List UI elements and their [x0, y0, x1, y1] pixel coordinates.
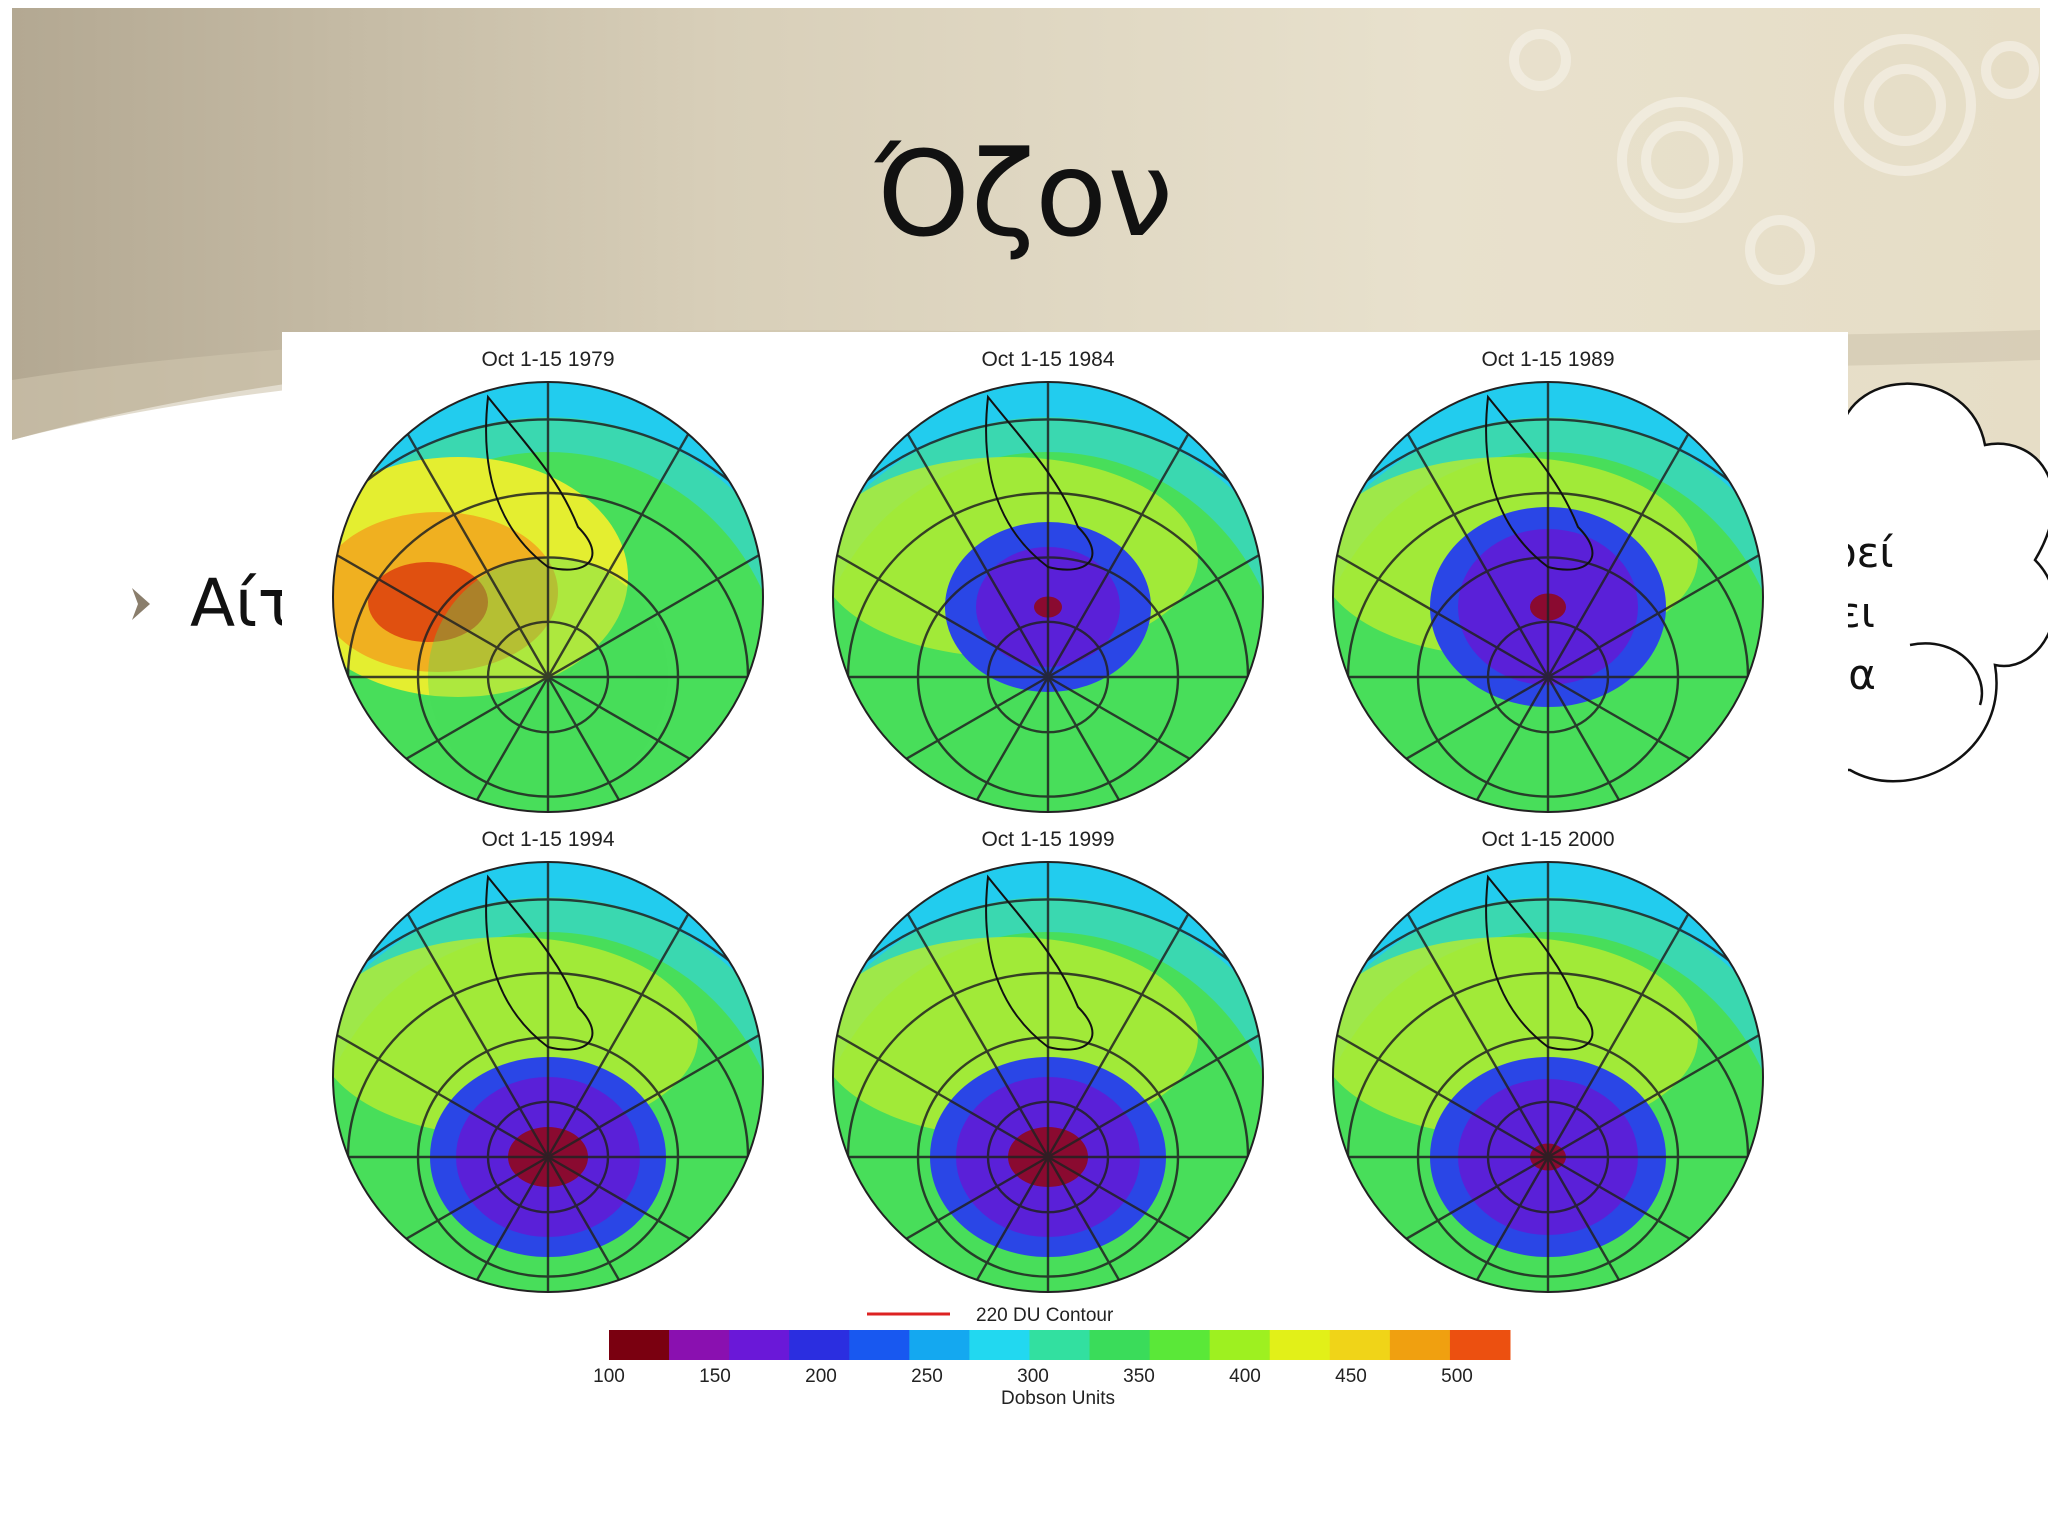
panel-title: Oct 1-15 1989	[1481, 348, 1614, 371]
globe-panel-3: Oct 1-15 1989	[1332, 348, 1764, 813]
globe-panel-2: Oct 1-15 1984	[832, 348, 1264, 813]
panel-title: Oct 1-15 1999	[981, 828, 1114, 851]
globe-panel-5: Oct 1-15 1999	[832, 828, 1264, 1293]
colorbar-tick-label: 450	[1335, 1366, 1367, 1387]
colorbar-swatch	[849, 1330, 910, 1360]
colorbar-tick-label: 400	[1229, 1366, 1261, 1387]
colorbar-unit-label: Dobson Units	[1001, 1388, 1115, 1409]
bullet-text: Αίτ	[190, 565, 298, 642]
ozone-hole-figure: Oct 1-15 1979 Oct 1-15 1984 Oct 1-15 1989 O…	[282, 332, 1848, 1536]
colorbar-swatch	[729, 1330, 790, 1360]
colorbar-swatch	[1149, 1330, 1211, 1360]
colorbar-tick-label: 200	[805, 1366, 837, 1387]
colorbar-swatch	[1449, 1330, 1511, 1360]
panel-title: Oct 1-15 1984	[981, 348, 1114, 371]
colorbar-swatch	[1029, 1330, 1091, 1360]
colorbar-swatch	[1209, 1330, 1271, 1360]
panel-title: Oct 1-15 1994	[481, 828, 614, 851]
colorbar-tick-label: 150	[699, 1366, 731, 1387]
colorbar-swatch	[1269, 1330, 1331, 1360]
contour-legend-label: 220 DU Contour	[976, 1305, 1114, 1326]
colorbar-swatch	[609, 1330, 670, 1360]
arrow-bullet-icon	[132, 587, 150, 620]
colorbar-swatch	[969, 1330, 1030, 1360]
colorbar-tick-label: 100	[593, 1366, 625, 1387]
thought-cloud-callout	[1798, 382, 2048, 783]
colorbar-swatch	[1089, 1330, 1151, 1360]
bullet-item: Αίτ	[128, 565, 297, 642]
colorbar-swatch	[669, 1330, 730, 1360]
dobson-colorbar: 100 150 200 250 300 350 400 450 500	[593, 1330, 1511, 1387]
colorbar-swatch	[1329, 1330, 1391, 1360]
colorbar-tick-label: 250	[911, 1366, 943, 1387]
panel-title: Oct 1-15 1979	[481, 348, 614, 371]
colorbar-swatch	[909, 1330, 970, 1360]
colorbar-swatch	[1389, 1330, 1451, 1360]
panel-title: Oct 1-15 2000	[1481, 828, 1614, 851]
colorbar-tick-label: 350	[1123, 1366, 1155, 1387]
slide-title: Όζον	[874, 125, 1174, 263]
colorbar-tick-label: 300	[1017, 1366, 1049, 1387]
colorbar-tick-label: 500	[1441, 1366, 1473, 1387]
colorbar-swatch	[789, 1330, 850, 1360]
